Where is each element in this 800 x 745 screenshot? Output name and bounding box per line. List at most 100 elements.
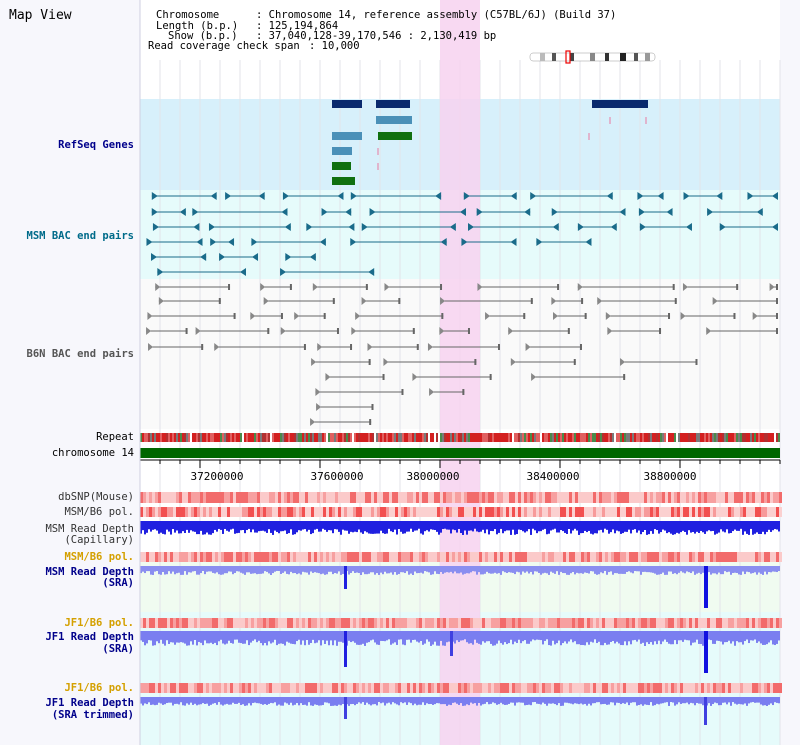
msm-b6-pol-2-segment xyxy=(284,552,287,562)
jf1-depth-trim-bar xyxy=(506,697,508,705)
jf1-b6-pol-2-segment xyxy=(557,683,560,693)
jf1-depth-trim-bar xyxy=(356,697,358,704)
jf1-b6-pol-2-segment xyxy=(734,683,737,693)
jf1-depth-trim-bar xyxy=(738,697,740,704)
jf1-depth-bar xyxy=(658,631,660,641)
msm-depth-sra-bar xyxy=(218,566,220,575)
msm-b6-pol-segment xyxy=(323,507,326,517)
jf1-b6-pol-segment xyxy=(233,618,236,628)
msm-depth-cap-bar xyxy=(510,521,512,535)
jf1-b6-pol-2-segment xyxy=(539,683,542,693)
b6n-bac-end xyxy=(398,298,401,304)
msm-depth-cap-bar xyxy=(356,521,358,533)
repeat-segment xyxy=(264,433,266,442)
jf1-depth-trim-bar xyxy=(298,697,300,706)
repeat-segment xyxy=(396,433,398,442)
msm-b6-pol-segment xyxy=(386,507,389,517)
dbsnp-segment xyxy=(410,492,413,503)
msm-b6-pol-2-segment xyxy=(440,552,443,562)
repeat-segment xyxy=(398,433,400,442)
length-value: : 125,194,864 xyxy=(256,20,339,32)
track-label-jf1-depth-trim[interactable]: JF1 Read Depth xyxy=(45,697,134,709)
track-label-msm-b6-pol-1[interactable]: MSM/B6 pol. xyxy=(64,506,134,518)
track-label-refseq[interactable]: RefSeq Genes xyxy=(58,139,134,151)
jf1-depth-trim-bar xyxy=(444,697,446,705)
jf1-depth-trim-bar xyxy=(488,697,490,705)
track-label-msm-bac[interactable]: MSM BAC end pairs xyxy=(26,230,134,242)
repeat-segment xyxy=(548,433,550,442)
jf1-depth-bar xyxy=(524,631,526,641)
msm-depth-cap-bar xyxy=(188,521,190,533)
track-label-b6n-bac[interactable]: B6N BAC end pairs xyxy=(26,348,134,360)
track-label-repeat[interactable]: Repeat xyxy=(96,431,134,443)
track-label-jf1-b6-pol-1[interactable]: JF1/B6 pol. xyxy=(64,617,134,629)
msm-b6-pol-segment xyxy=(434,507,437,517)
msm-b6-pol-2-segment xyxy=(311,552,314,562)
jf1-depth-bar xyxy=(204,631,206,641)
track-label-msm-b6-pol-2[interactable]: MSM/B6 pol. xyxy=(64,551,134,563)
msm-depth-sra-bar xyxy=(516,566,518,572)
jf1-depth-bar xyxy=(462,631,464,641)
msm-b6-pol-2-segment xyxy=(383,552,386,562)
msm-depth-sra-bar xyxy=(192,566,194,572)
jf1-depth-trim-bar xyxy=(518,697,520,703)
msm-depth-sra-bar xyxy=(384,566,386,572)
msm-depth-sra-bar xyxy=(244,566,246,575)
msm-b6-pol-2-segment xyxy=(479,552,482,562)
jf1-b6-pol-2-segment xyxy=(533,683,536,693)
jf1-depth-trim-bar xyxy=(744,697,746,704)
jf1-b6-pol-segment xyxy=(308,618,311,628)
msm-b6-pol-2-segment xyxy=(176,552,179,562)
msm-depth-sra-bar xyxy=(362,566,364,573)
msm-b6-pol-segment xyxy=(650,507,653,517)
dbsnp-segment xyxy=(698,492,701,503)
jf1-b6-pol-2-segment xyxy=(374,683,377,693)
msm-b6-pol-segment xyxy=(551,507,554,517)
dbsnp-segment xyxy=(638,492,641,503)
track-label-chromosome[interactable]: chromosome 14 xyxy=(51,447,134,459)
jf1-depth-trim-bar xyxy=(574,697,576,704)
dbsnp-segment xyxy=(458,492,461,503)
jf1-depth-trim-bar xyxy=(674,697,676,706)
msm-bac-end xyxy=(530,192,537,200)
track-label-jf1-b6-pol-2[interactable]: JF1/B6 pol. xyxy=(64,682,134,694)
jf1-depth-bar xyxy=(478,631,480,644)
repeat-segment xyxy=(650,433,652,442)
jf1-depth-trim-bar xyxy=(536,697,538,704)
jf1-b6-pol-segment xyxy=(506,618,509,628)
msm-b6-pol-2-segment xyxy=(464,552,467,562)
track-label-jf1-depth[interactable]: JF1 Read Depth xyxy=(45,631,134,643)
jf1-depth-trim-bar xyxy=(644,697,646,705)
msm-b6-pol-2-segment xyxy=(206,552,209,562)
dbsnp-segment xyxy=(287,492,290,503)
msm-b6-pol-2-segment xyxy=(161,552,164,562)
msm-depth-sra-bar xyxy=(472,566,474,572)
jf1-depth-bar xyxy=(578,631,580,645)
jf1-depth-bar xyxy=(280,631,282,644)
b6n-bac-end xyxy=(567,328,570,334)
repeat-segment xyxy=(422,433,424,442)
jf1-b6-pol-segment xyxy=(758,618,761,628)
repeat-segment xyxy=(338,433,340,442)
jf1-b6-pol-2-segment xyxy=(239,683,242,693)
track-label-dbsnp[interactable]: dbSNP(Mouse) xyxy=(58,491,134,503)
track-label-msm-depth-cap[interactable]: MSM Read Depth xyxy=(45,523,134,535)
b6n-bac-end xyxy=(736,284,739,290)
msm-b6-pol-2-segment xyxy=(191,552,194,562)
dbsnp-segment xyxy=(680,492,683,503)
msm-depth-sra-bar xyxy=(300,566,302,575)
dbsnp-segment xyxy=(656,492,659,503)
msm-b6-pol-2-segment xyxy=(293,552,296,562)
repeat-segment xyxy=(676,433,678,442)
msm-depth-cap-bar xyxy=(350,521,352,532)
jf1-depth-trim-bar xyxy=(266,697,268,705)
msm-depth-sra-bar xyxy=(750,566,752,574)
msm-depth-sra-bar xyxy=(702,566,704,573)
track-label-msm-depth-sra[interactable]: MSM Read Depth xyxy=(45,566,134,578)
jf1-depth-bar xyxy=(534,631,536,641)
jf1-depth-trim-bar xyxy=(560,697,562,706)
msm-depth-sra-bar xyxy=(356,566,358,573)
repeat-segment xyxy=(598,433,600,442)
msm-b6-pol-2-segment xyxy=(644,552,647,562)
